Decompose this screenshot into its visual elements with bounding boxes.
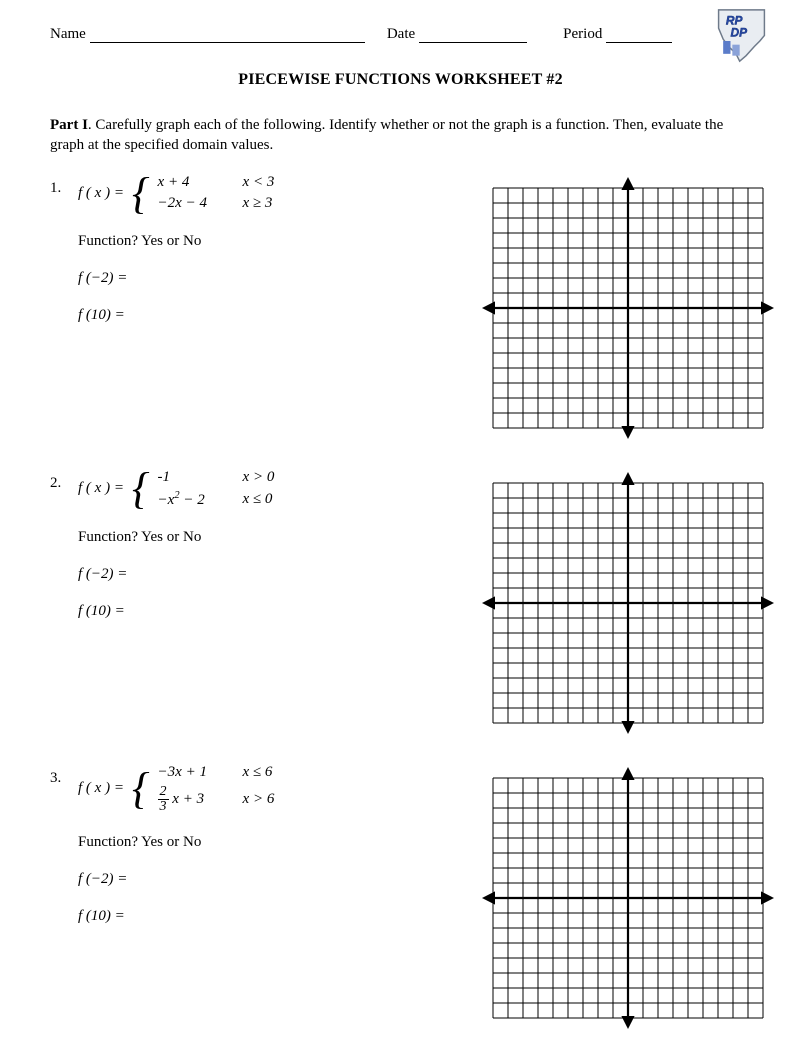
pieces: x + 4 x < 3 −2x − 4 x ≥ 3 — [158, 174, 313, 212]
coordinate-grid — [479, 764, 777, 1032]
piece-condition: x > 6 — [243, 791, 313, 808]
problem: 2. f ( x ) = { -1 x > 0 −x2 − 2 x ≤ 0 Fu… — [50, 469, 751, 742]
piece-row: -1 x > 0 — [158, 469, 313, 486]
function-question: Function? Yes or No — [78, 529, 467, 546]
evaluate-line: f (10) = — [78, 307, 467, 324]
left-brace-icon: { — [132, 769, 150, 809]
piece-expression: x + 4 — [158, 174, 243, 191]
function-question: Function? Yes or No — [78, 834, 467, 851]
problem-body: f ( x ) = { −3x + 1 x ≤ 6 23 x + 3 x > 6… — [78, 764, 479, 925]
svg-text:DP: DP — [731, 25, 748, 39]
piece-row: −2x − 4 x ≥ 3 — [158, 195, 313, 212]
evaluate-line: f (10) = — [78, 908, 467, 925]
piece-expression: 23 x + 3 — [158, 785, 243, 814]
piece-expression: −2x − 4 — [158, 195, 243, 212]
instructions: Part I. Carefully graph each of the foll… — [50, 115, 751, 156]
pieces: −3x + 1 x ≤ 6 23 x + 3 x > 6 — [158, 764, 313, 814]
function-lhs: f ( x ) = — [78, 780, 124, 797]
evaluate-line: f (−2) = — [78, 270, 467, 287]
problem-number: 2. — [50, 469, 78, 492]
piece-condition: x < 3 — [243, 174, 313, 191]
name-label: Name — [50, 26, 86, 43]
piece-condition: x ≥ 3 — [243, 195, 313, 212]
worksheet-title: PIECEWISE FUNCTIONS WORKSHEET #2 — [50, 71, 751, 89]
piece-condition: x ≤ 0 — [243, 491, 313, 508]
piece-row: x + 4 x < 3 — [158, 174, 313, 191]
left-brace-icon: { — [132, 469, 150, 509]
part-label: Part I — [50, 117, 88, 133]
worksheet-page: RP DP Name Date Period PIECEWISE FUNCTIO… — [0, 0, 791, 1024]
pieces: -1 x > 0 −x2 − 2 x ≤ 0 — [158, 469, 313, 509]
piece-condition: x > 0 — [243, 469, 313, 486]
piece-expression: −x2 − 2 — [158, 490, 243, 509]
evaluate-line: f (10) = — [78, 603, 467, 620]
piece-condition: x ≤ 6 — [243, 764, 313, 781]
problem-number: 3. — [50, 764, 78, 787]
problem-number: 1. — [50, 174, 78, 197]
grid-wrap — [479, 174, 751, 447]
piece-row: 23 x + 3 x > 6 — [158, 785, 313, 814]
problem-body: f ( x ) = { x + 4 x < 3 −2x − 4 x ≥ 3 Fu… — [78, 174, 479, 325]
date-blank[interactable] — [419, 27, 527, 43]
piece-expression: -1 — [158, 469, 243, 486]
evaluate-line: f (−2) = — [78, 871, 467, 888]
coordinate-grid — [479, 174, 777, 442]
period-label: Period — [563, 26, 602, 43]
period-blank[interactable] — [606, 27, 672, 43]
problem: 3. f ( x ) = { −3x + 1 x ≤ 6 23 x + 3 x … — [50, 764, 751, 1037]
function-definition: f ( x ) = { −3x + 1 x ≤ 6 23 x + 3 x > 6 — [78, 764, 467, 814]
date-label: Date — [387, 26, 415, 43]
grid-wrap — [479, 764, 751, 1037]
function-question: Function? Yes or No — [78, 233, 467, 250]
problem: 1. f ( x ) = { x + 4 x < 3 −2x − 4 x ≥ 3… — [50, 174, 751, 447]
grid-wrap — [479, 469, 751, 742]
evaluate-line: f (−2) = — [78, 566, 467, 583]
function-definition: f ( x ) = { x + 4 x < 3 −2x − 4 x ≥ 3 — [78, 174, 467, 214]
instructions-text: . Carefully graph each of the following.… — [50, 117, 723, 153]
problem-body: f ( x ) = { -1 x > 0 −x2 − 2 x ≤ 0 Funct… — [78, 469, 479, 620]
piece-expression: −3x + 1 — [158, 764, 243, 781]
function-lhs: f ( x ) = — [78, 480, 124, 497]
function-definition: f ( x ) = { -1 x > 0 −x2 − 2 x ≤ 0 — [78, 469, 467, 509]
coordinate-grid — [479, 469, 777, 737]
function-lhs: f ( x ) = — [78, 185, 124, 202]
rpdp-logo: RP DP — [714, 8, 769, 63]
name-blank[interactable] — [90, 27, 365, 43]
piece-row: −x2 − 2 x ≤ 0 — [158, 490, 313, 509]
header-row: Name Date Period — [50, 26, 751, 43]
problems-container: 1. f ( x ) = { x + 4 x < 3 −2x − 4 x ≥ 3… — [50, 174, 751, 1037]
left-brace-icon: { — [132, 174, 150, 214]
piece-row: −3x + 1 x ≤ 6 — [158, 764, 313, 781]
